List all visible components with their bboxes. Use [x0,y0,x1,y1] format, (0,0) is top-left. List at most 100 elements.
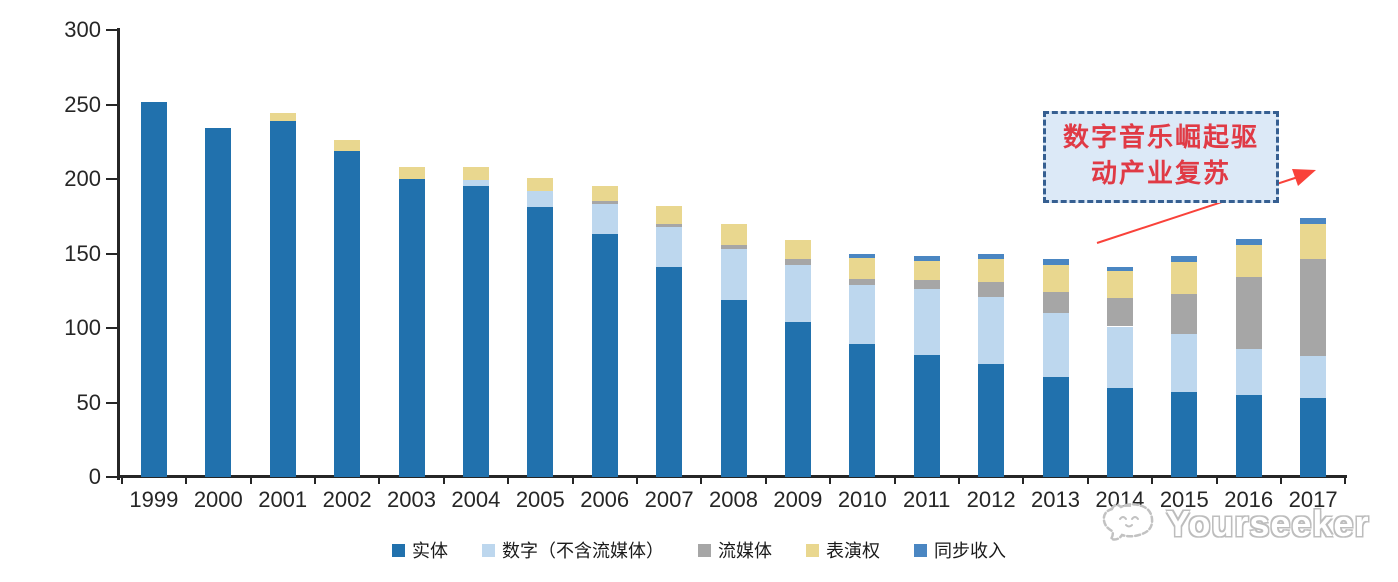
bar-segment [1300,217,1327,224]
bar-segment [462,180,489,187]
x-tick-label: 2011 [903,487,951,512]
x-tick-mark [1344,477,1347,484]
bar-segment [1171,293,1198,334]
x-tick-mark [249,477,252,484]
bar-segment [784,240,811,260]
x-tick-label: 1999 [129,487,179,512]
bar-segment [913,256,940,261]
bar-segment [1106,298,1133,327]
legend-item: 实体 [392,537,448,563]
bar-segment [656,226,683,267]
bar-segment [849,253,876,258]
bar-segment [849,278,876,285]
bar-segment [1171,392,1198,477]
bar-segment [1042,265,1069,293]
x-tick-label: 2010 [837,487,887,512]
x-tick-mark [1279,477,1282,484]
bar-segment [398,179,425,477]
legend-item: 数字（不含流媒体） [482,537,664,563]
legend-swatch-icon [392,543,405,557]
legend-label: 同步收入 [934,541,1006,561]
x-tick-label: 2000 [193,487,243,512]
bar-segment [1171,256,1198,263]
y-tick-label: 50 [76,389,101,415]
y-tick-label: 200 [64,166,101,191]
y-tick-mark [106,178,117,180]
bar-segment [849,257,876,279]
legend-label: 实体 [412,541,448,561]
bar-segment [591,201,618,205]
bar-segment [1300,398,1327,477]
watermark: Yourseeker [1096,500,1369,548]
y-tick-mark [106,327,117,329]
x-tick-label: 2005 [515,487,565,512]
bar-segment [591,204,618,235]
bar-segment [1235,244,1262,278]
bar-segment [784,322,811,477]
x-tick-mark [185,477,188,484]
y-tick-label: 250 [64,91,101,117]
x-tick-mark [378,477,381,484]
x-tick-mark [1022,477,1025,484]
legend-item: 同步收入 [914,537,1006,563]
x-tick-mark [1215,477,1218,484]
x-tick-mark [1151,477,1154,484]
watermark-text: Yourseeker [1166,503,1370,544]
bar-segment [913,289,940,355]
legend-swatch-icon [482,543,495,557]
bar-segment [205,128,232,477]
bar-segment [527,177,554,191]
bar-segment [978,363,1005,477]
bar-segment [656,205,683,224]
bar-segment [591,186,618,202]
bar-segment [1300,259,1327,357]
bar-segment [1235,348,1262,396]
bar-segment [140,101,167,477]
bar-segment [720,244,747,250]
x-tick-label: 2008 [709,487,758,512]
bar-segment [1042,377,1069,477]
x-tick-label: 2006 [580,487,630,512]
legend-swatch-icon [698,543,711,557]
x-tick-mark [700,477,703,484]
bar-segment [1171,262,1198,294]
legend-label: 表演权 [826,541,880,561]
bar-segment [656,223,683,227]
y-tick-label: 150 [64,240,101,266]
legend-swatch-icon [914,543,927,557]
bar-segment [849,284,876,345]
y-tick-mark [106,103,117,106]
x-tick-label: 2013 [1031,487,1080,512]
x-tick-label: 2017 [1288,487,1338,512]
bar-segment [591,234,618,477]
y-tick-mark [106,252,117,255]
bar-segment [1235,238,1262,245]
bar-segment [849,344,876,477]
bar-segment [462,167,489,181]
bar-segment [1300,223,1327,260]
legend-item: 表演权 [806,537,880,563]
bar-segment [1106,387,1133,477]
x-tick-mark [829,477,832,484]
x-tick-mark [1086,477,1089,484]
x-tick-label: 2003 [387,487,436,512]
bar-segment [978,253,1005,260]
bar-segment [978,281,1005,297]
y-tick-mark [106,29,117,31]
bar-segment [269,120,296,477]
bar-segment [398,167,425,179]
x-tick-label: 2007 [644,487,694,512]
legend-label: 数字（不含流媒体） [502,541,664,561]
bar-segment [1042,292,1069,314]
x-tick-mark [571,477,574,484]
bar-segment [1235,277,1262,349]
bar-segment [720,249,747,300]
x-tick-label: 2015 [1159,487,1209,512]
bar-segment [1042,259,1069,266]
legend-label: 流媒体 [718,541,772,561]
annotation-text-line1: 数字音乐崛起驱 [1062,123,1259,152]
bar-segment [784,259,811,266]
x-tick-mark [507,477,510,484]
bar-segment [1106,266,1133,272]
y-tick-mark [106,476,117,478]
